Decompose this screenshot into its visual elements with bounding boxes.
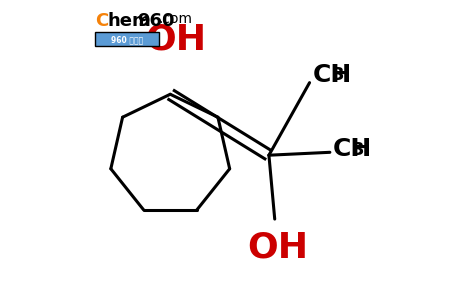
Text: hem: hem <box>108 11 152 30</box>
Text: CH: CH <box>333 137 372 161</box>
Text: 3: 3 <box>331 66 344 84</box>
Text: 960 化工网: 960 化工网 <box>110 35 143 44</box>
Text: 960: 960 <box>137 11 174 30</box>
Text: OH: OH <box>247 231 308 265</box>
Text: CH: CH <box>312 63 352 87</box>
Text: .com: .com <box>158 11 192 25</box>
FancyBboxPatch shape <box>95 33 159 46</box>
Text: 3: 3 <box>352 141 364 159</box>
Text: OH: OH <box>146 23 207 57</box>
Text: C: C <box>95 11 108 30</box>
